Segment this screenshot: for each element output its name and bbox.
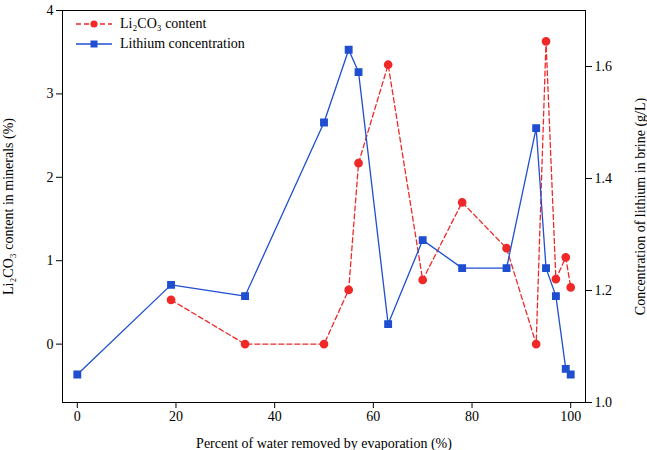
svg-text:40: 40 — [268, 409, 282, 424]
svg-text:4: 4 — [47, 3, 54, 18]
svg-text:100: 100 — [560, 409, 581, 424]
svg-text:1.0: 1.0 — [595, 395, 613, 410]
svg-text:80: 80 — [465, 409, 479, 424]
svg-text:0: 0 — [74, 409, 81, 424]
svg-text:3: 3 — [47, 86, 54, 101]
html-text:Li₂CO₃ content: Li₂CO₃ content — [120, 16, 207, 31]
svg-text:1: 1 — [47, 253, 54, 268]
svg-text:Concentration of lithium in br: Concentration of lithium in brine (g/L) — [633, 97, 647, 315]
svg-text:2: 2 — [47, 170, 54, 185]
svg-text:1.2: 1.2 — [595, 283, 613, 298]
svg-text:Percent of water removed by ev: Percent of water removed by evaporation … — [196, 436, 452, 450]
svg-text:60: 60 — [366, 409, 380, 424]
svg-text:0: 0 — [47, 337, 54, 352]
svg-text:Li₂CO₃ content in minerals (%): Li₂CO₃ content in minerals (%) — [1, 118, 17, 295]
svg-text:20: 20 — [169, 409, 183, 424]
html-text:Lithium concentration: Lithium concentration — [120, 36, 245, 51]
svg-text:1.4: 1.4 — [595, 171, 613, 186]
svg-text:1.6: 1.6 — [595, 59, 613, 74]
